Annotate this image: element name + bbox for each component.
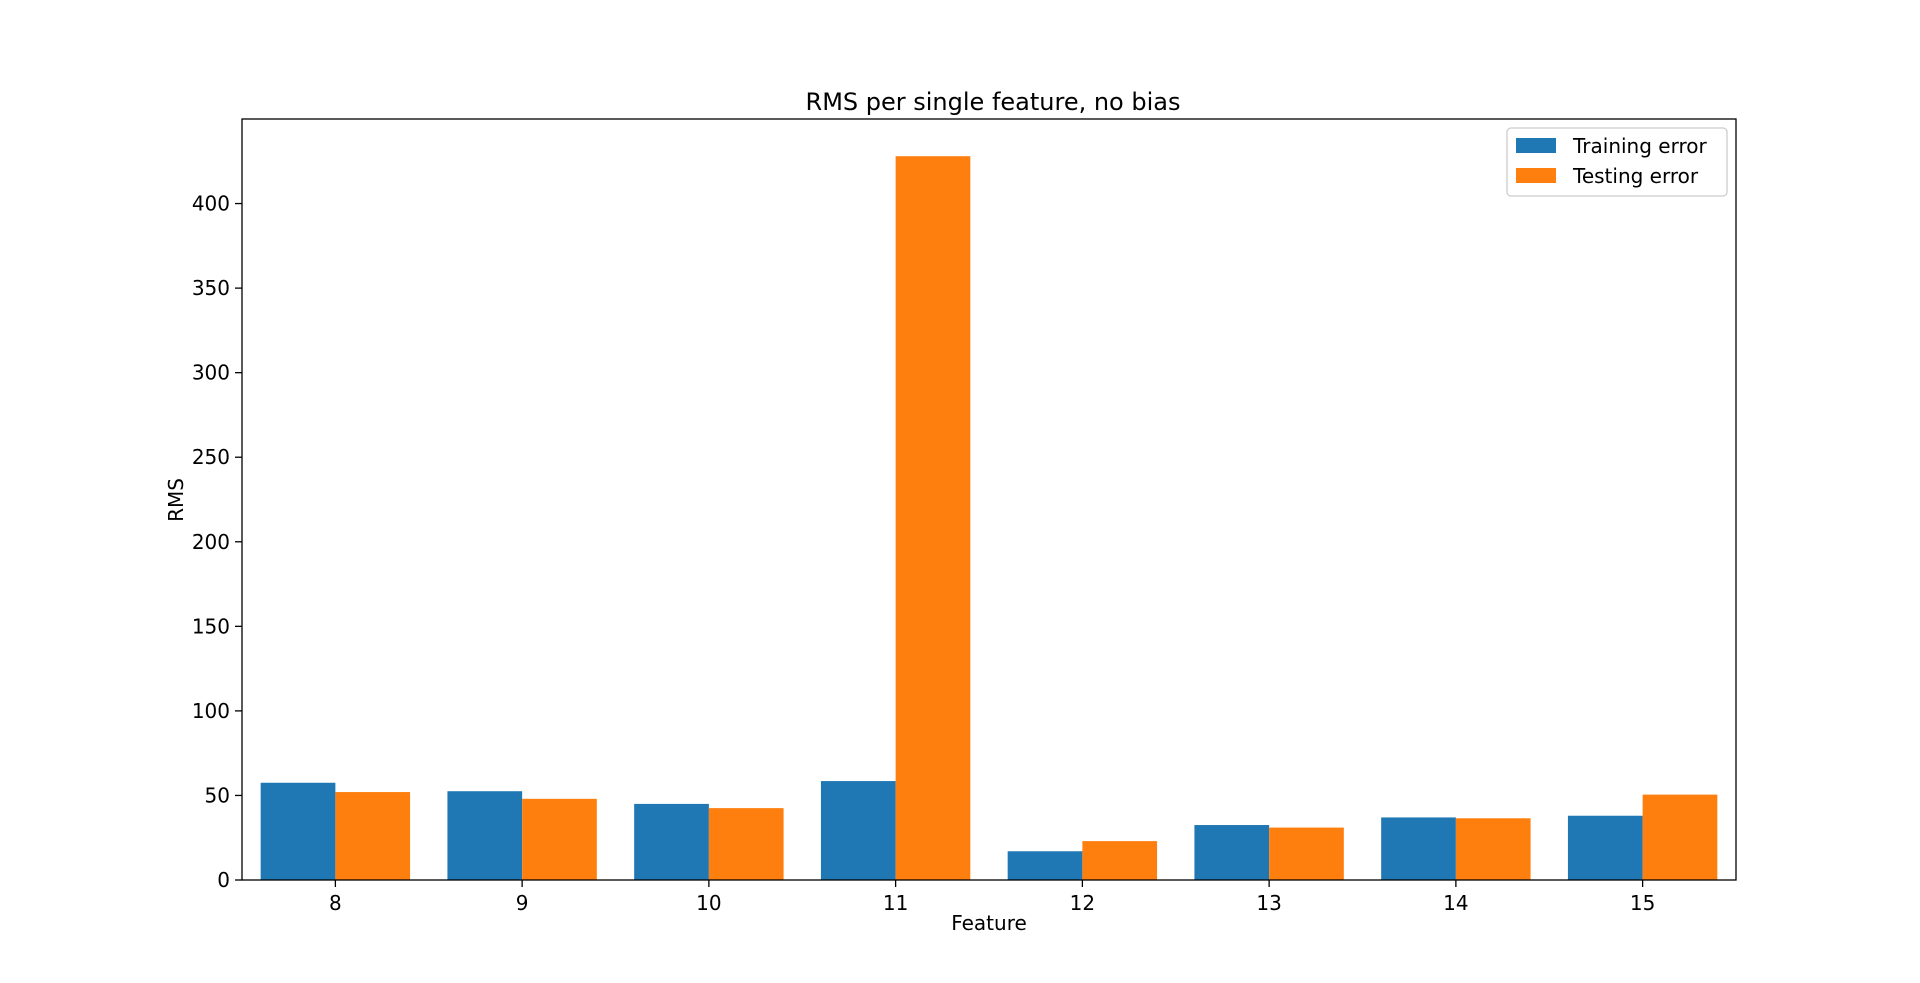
x-tick-label-10: 10 bbox=[696, 891, 721, 915]
bar-testing-8 bbox=[335, 792, 411, 880]
x-tick-label-11: 11 bbox=[883, 891, 908, 915]
legend-swatch-training bbox=[1516, 138, 1556, 153]
y-tick-label-200: 200 bbox=[192, 530, 230, 554]
y-axis-label: RMS bbox=[164, 478, 188, 522]
legend: Training error Testing error bbox=[1506, 127, 1728, 197]
bar-testing-9 bbox=[522, 798, 597, 880]
bar-testing-12 bbox=[1082, 841, 1158, 880]
bar-testing-13 bbox=[1269, 827, 1344, 880]
bar-training-12 bbox=[1007, 851, 1083, 880]
bar-training-8 bbox=[260, 782, 336, 880]
chart-title: RMS per single feature, no bias bbox=[806, 88, 1181, 116]
bar-training-13 bbox=[1194, 825, 1270, 880]
x-axis: 8 9 10 11 12 13 14 15 bbox=[329, 880, 1655, 915]
bar-testing-14 bbox=[1455, 818, 1531, 880]
bar-training-15 bbox=[1567, 815, 1643, 880]
x-tick-label-12: 12 bbox=[1070, 891, 1095, 915]
y-tick-label-400: 400 bbox=[192, 192, 230, 216]
bars-layer bbox=[260, 156, 1718, 880]
x-tick-label-13: 13 bbox=[1256, 891, 1281, 915]
y-tick-label-50: 50 bbox=[205, 783, 230, 807]
x-tick-label-9: 9 bbox=[516, 891, 529, 915]
y-tick-label-0: 0 bbox=[217, 868, 230, 892]
bar-testing-11 bbox=[895, 156, 971, 880]
legend-label-testing: Testing error bbox=[1572, 164, 1699, 188]
x-tick-label-15: 15 bbox=[1630, 891, 1655, 915]
plot-frame bbox=[241, 118, 1737, 881]
legend-swatch-testing bbox=[1516, 168, 1556, 183]
legend-label-training: Training error bbox=[1572, 134, 1707, 158]
bar-testing-15 bbox=[1642, 794, 1718, 880]
x-tick-label-8: 8 bbox=[329, 891, 342, 915]
y-axis: 0 50 100 150 200 250 300 350 400 bbox=[192, 192, 242, 892]
y-tick-label-150: 150 bbox=[192, 614, 230, 638]
x-axis-label: Feature bbox=[951, 911, 1027, 935]
y-tick-label-300: 300 bbox=[192, 361, 230, 385]
bar-training-11 bbox=[820, 781, 896, 880]
y-tick-label-250: 250 bbox=[192, 445, 230, 469]
bar-testing-10 bbox=[708, 808, 784, 880]
bar-training-9 bbox=[447, 791, 523, 880]
legend-frame bbox=[1506, 127, 1728, 197]
bar-training-14 bbox=[1381, 817, 1456, 880]
x-tick-label-14: 14 bbox=[1443, 891, 1468, 915]
bar-training-10 bbox=[634, 803, 709, 880]
y-tick-label-100: 100 bbox=[192, 699, 230, 723]
y-tick-label-350: 350 bbox=[192, 276, 230, 300]
